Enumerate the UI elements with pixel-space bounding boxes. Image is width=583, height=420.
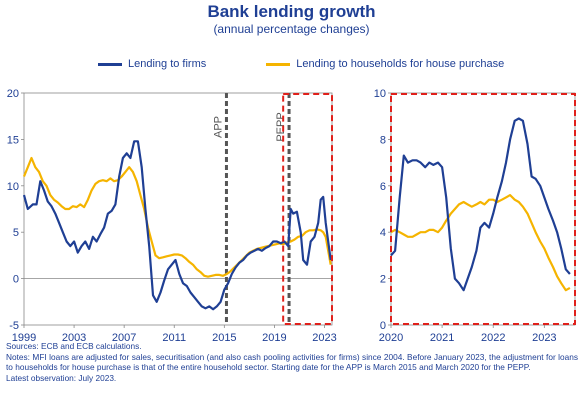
- y-tick-label: 8: [380, 134, 386, 146]
- y-tick-label: 20: [7, 88, 19, 100]
- x-tick-label: 2019: [262, 332, 286, 344]
- legend-item-households: Lending to households for house purchase: [266, 58, 504, 70]
- y-tick-label: 0: [13, 274, 19, 286]
- right-chart: 0 2 4 6 8 10 2020 2021 2022 2023: [374, 88, 576, 344]
- x-tick-label: 2022: [481, 332, 505, 344]
- highlight-box: [390, 93, 576, 325]
- x-tick-label: 2003: [62, 332, 86, 344]
- y-tick-label: -5: [9, 320, 19, 332]
- chart-subtitle: (annual percentage changes): [213, 22, 370, 36]
- series-line-firms: [390, 117, 571, 292]
- annotation-label-pepp: PEPP: [275, 112, 287, 141]
- notes-block: Sources: ECB and ECB calculations. Notes…: [6, 341, 578, 383]
- x-tick-label: 2011: [162, 332, 186, 344]
- annotation-label-app: APP: [212, 116, 224, 138]
- latest-observation-text: Latest observation: July 2023.: [6, 372, 117, 383]
- x-tick-label: 2021: [430, 332, 454, 344]
- x-tick-label: 2007: [112, 332, 136, 344]
- legend-swatch-households: [266, 62, 291, 66]
- series-line-households: [390, 194, 571, 292]
- x-tick-label: 2023: [312, 332, 336, 344]
- y-tick-label: 5: [13, 227, 19, 239]
- x-tick-label: 2023: [532, 332, 556, 344]
- x-tick-label: 2015: [212, 332, 236, 344]
- y-tick-label: 0: [380, 320, 386, 332]
- x-tick-label: 2020: [379, 332, 403, 344]
- legend-label-firms: Lending to firms: [128, 58, 207, 70]
- y-tick-label: 10: [7, 181, 19, 193]
- y-tick-label: 2: [380, 274, 386, 286]
- chart-title: Bank lending growth: [207, 2, 376, 21]
- series-line-firms: [22, 140, 332, 311]
- y-tick-label: 6: [380, 181, 386, 193]
- sources-text: Sources: ECB and ECB calculations.: [6, 341, 142, 351]
- legend-item-firms: Lending to firms: [98, 58, 206, 70]
- y-tick-label: 15: [7, 134, 19, 146]
- left-chart: -5 0 5 10 15 20 1999 2003 2007 2011 2015 2019 2023 AP…: [7, 88, 337, 344]
- legend-swatch-firms: [98, 62, 122, 66]
- y-tick-label: 4: [380, 227, 386, 239]
- y-tick-label: 10: [374, 88, 386, 100]
- series-line-households: [22, 156, 332, 278]
- legend: Lending to firms Lending to households f…: [98, 58, 504, 70]
- highlight-box: [282, 93, 334, 325]
- notes-text: Notes: MFI loans are adjusted for sales,…: [6, 351, 578, 373]
- legend-label-households: Lending to households for house purchase: [296, 58, 505, 70]
- x-tick-label: 1999: [12, 332, 36, 344]
